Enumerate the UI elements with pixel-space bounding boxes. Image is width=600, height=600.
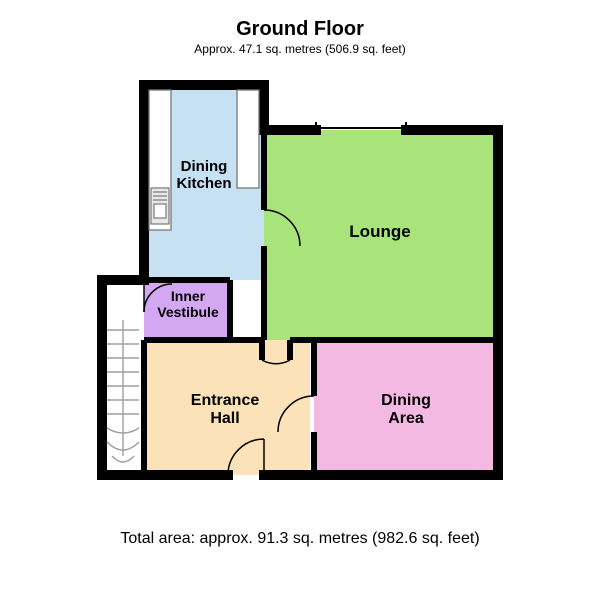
label-inner-vestibule: InnerVestibule xyxy=(138,288,238,320)
label-dining-area: DiningArea xyxy=(326,392,486,429)
label-entrance-hall: EntranceHall xyxy=(150,392,300,429)
label-lounge: Lounge xyxy=(290,222,470,242)
floorplan-canvas: Ground Floor Approx. 47.1 sq. metres (50… xyxy=(0,0,600,600)
label-dining-kitchen: DiningKitchen xyxy=(150,158,258,193)
footer-total-area: Total area: approx. 91.3 sq. metres (982… xyxy=(0,530,600,548)
floorplan-svg xyxy=(0,0,600,600)
